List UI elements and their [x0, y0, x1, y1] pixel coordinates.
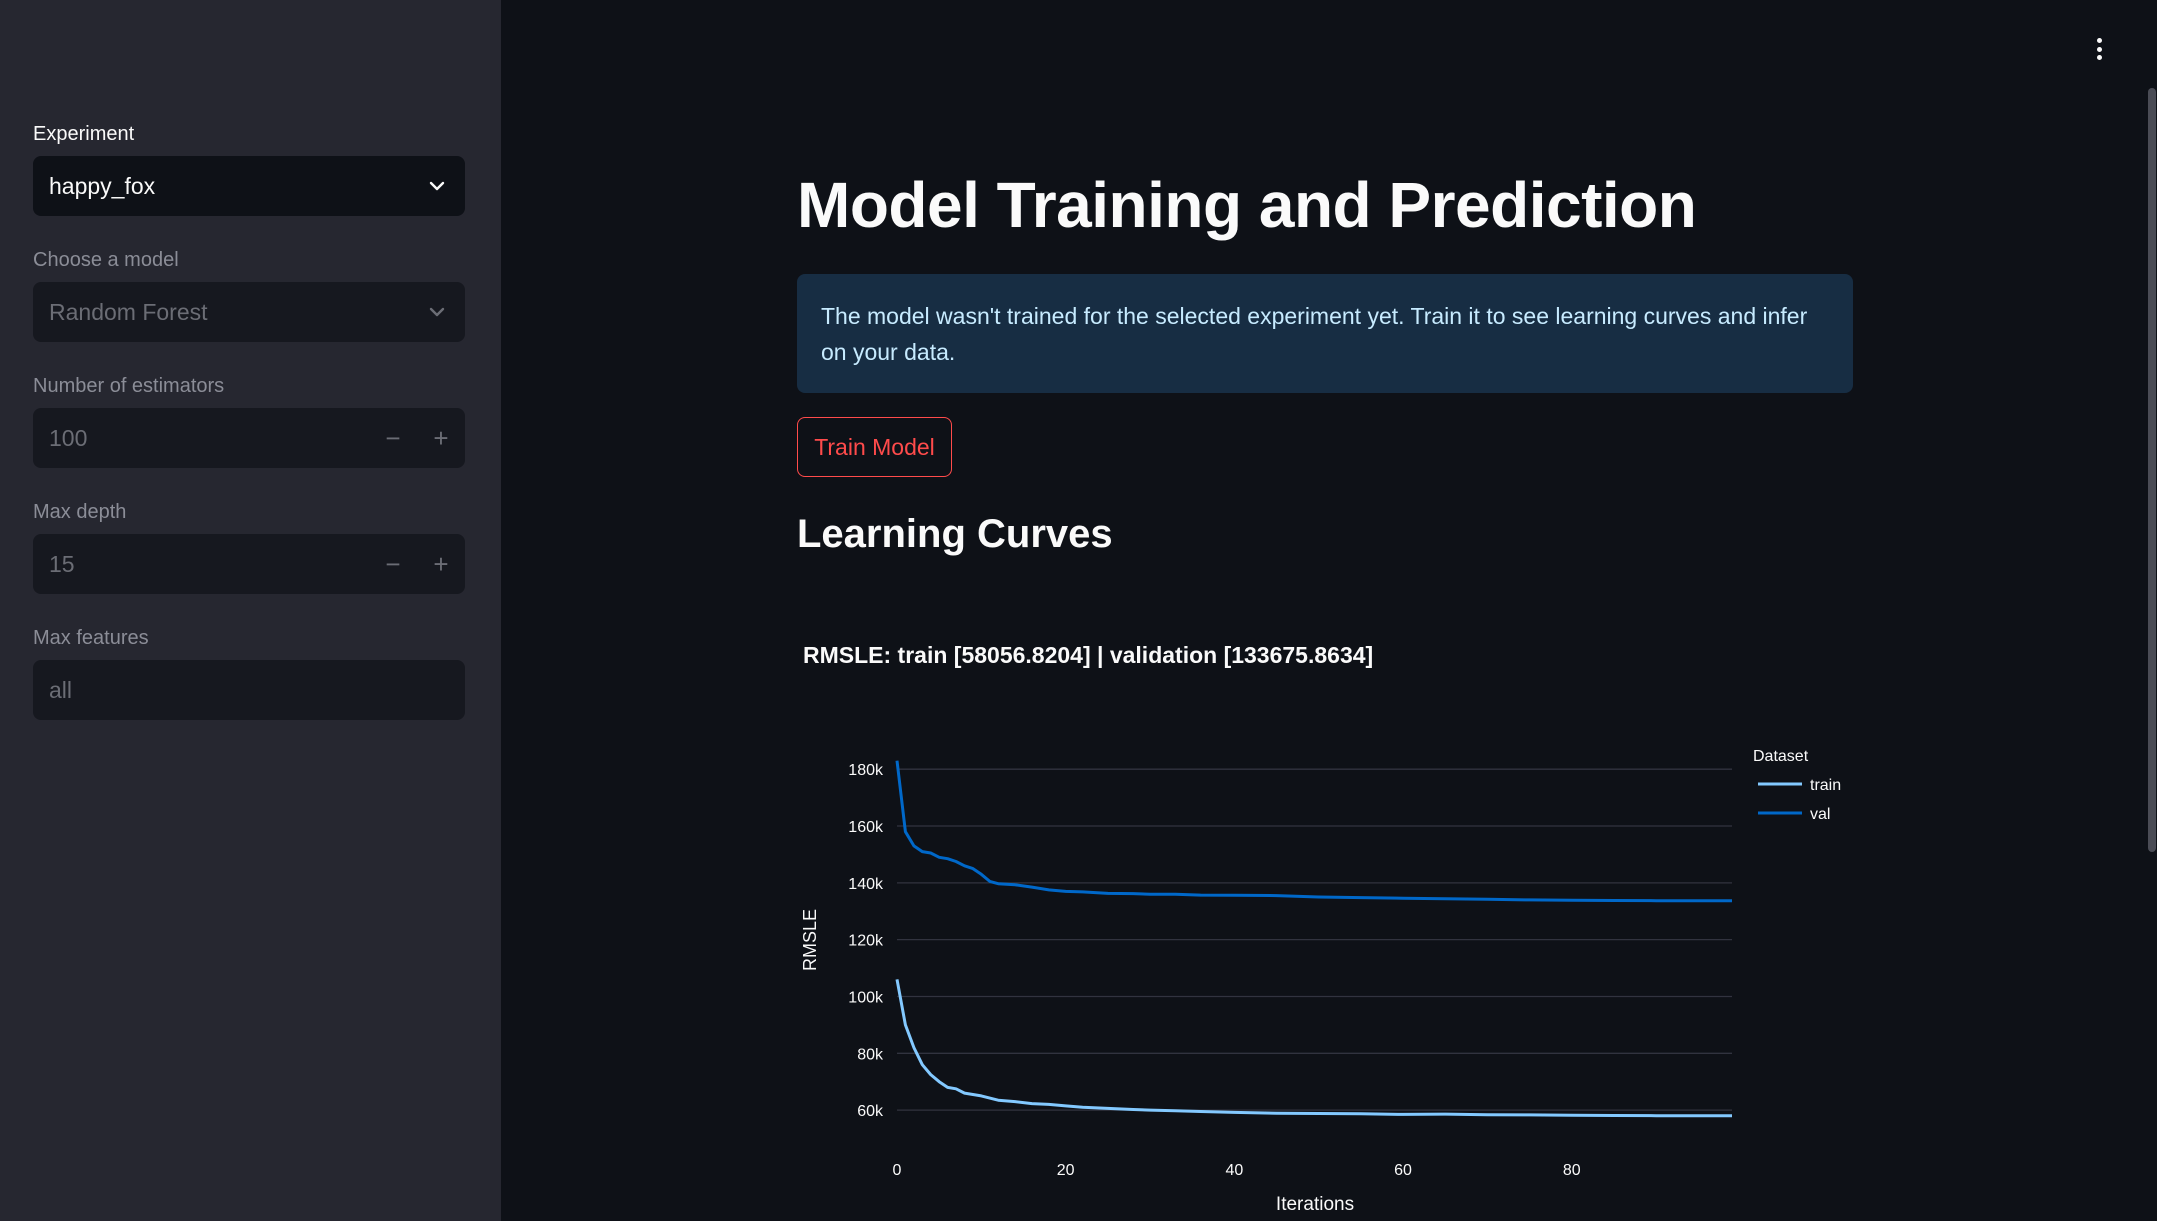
x-tick-label: 80 [1563, 1162, 1581, 1179]
chevron-down-icon [429, 307, 445, 317]
info-alert: The model wasn't trained for the selecte… [797, 274, 1853, 393]
max-features-input[interactable]: all [33, 660, 465, 720]
learning-curves-chart: RMSLE: train [58056.8204] | validation [… [797, 620, 1857, 1221]
experiment-select-value: happy_fox [49, 172, 156, 199]
estimators-input[interactable]: 100 − + [33, 408, 465, 468]
estimators-increment-button[interactable]: + [433, 422, 449, 453]
max-depth-value: 15 [49, 550, 75, 577]
chevron-down-icon [429, 181, 445, 191]
max-features-value: all [49, 676, 73, 703]
page-title: Model Training and Prediction [797, 169, 1697, 241]
legend-item-train[interactable]: train [1810, 777, 1841, 794]
y-tick-label: 100k [848, 989, 884, 1006]
series-line-val [895, 760, 1733, 903]
y-axis-label: RMSLE [800, 909, 820, 971]
sidebar: Experiment happy_fox Choose a model Rand… [0, 0, 501, 1221]
main-menu-icon[interactable] [2086, 34, 2112, 64]
model-label: Choose a model [33, 249, 179, 271]
train-model-button[interactable]: Train Model [797, 417, 952, 477]
model-select[interactable]: Random Forest [33, 282, 465, 342]
experiment-select[interactable]: happy_fox [33, 156, 465, 216]
estimators-label: Number of estimators [33, 375, 225, 397]
max-depth-increment-button[interactable]: + [433, 548, 449, 579]
scrollbar[interactable] [2148, 88, 2156, 852]
experiment-label: Experiment [33, 123, 135, 145]
x-axis-label: Iterations [1276, 1194, 1354, 1215]
y-tick-label: 120k [848, 933, 884, 950]
model-field: Choose a model Random Forest [33, 246, 465, 342]
x-tick-label: 20 [1057, 1162, 1075, 1179]
y-tick-label: 180k [848, 762, 884, 779]
estimators-value: 100 [49, 424, 88, 451]
series-line-train [895, 979, 1732, 1118]
max-features-field: Max features all [33, 624, 465, 720]
max-depth-field: Max depth 15 − + [33, 498, 465, 594]
model-select-value: Random Forest [49, 298, 208, 325]
max-depth-decrement-button[interactable]: − [385, 548, 401, 579]
y-tick-label: 60k [857, 1103, 884, 1120]
y-tick-label: 80k [857, 1046, 884, 1063]
estimators-decrement-button[interactable]: − [385, 422, 401, 453]
estimators-field: Number of estimators 100 − + [33, 372, 465, 468]
experiment-field: Experiment happy_fox [33, 120, 465, 216]
y-tick-label: 160k [848, 819, 884, 836]
max-depth-label: Max depth [33, 501, 127, 523]
x-tick-label: 0 [893, 1162, 902, 1179]
chart-svg: RMSLE: train [58056.8204] | validation [… [800, 642, 1841, 1215]
x-tick-label: 40 [1225, 1162, 1243, 1179]
legend-title: Dataset [1753, 748, 1809, 765]
section-title-learning-curves: Learning Curves [797, 512, 1113, 556]
legend-item-val[interactable]: val [1810, 806, 1830, 823]
max-depth-input[interactable]: 15 − + [33, 534, 465, 594]
x-tick-label: 60 [1394, 1162, 1412, 1179]
y-tick-label: 140k [848, 876, 884, 893]
chart-title: RMSLE: train [58056.8204] | validation [… [803, 642, 1373, 668]
max-features-label: Max features [33, 627, 149, 649]
chart-legend: Dataset train val [1753, 748, 1841, 823]
